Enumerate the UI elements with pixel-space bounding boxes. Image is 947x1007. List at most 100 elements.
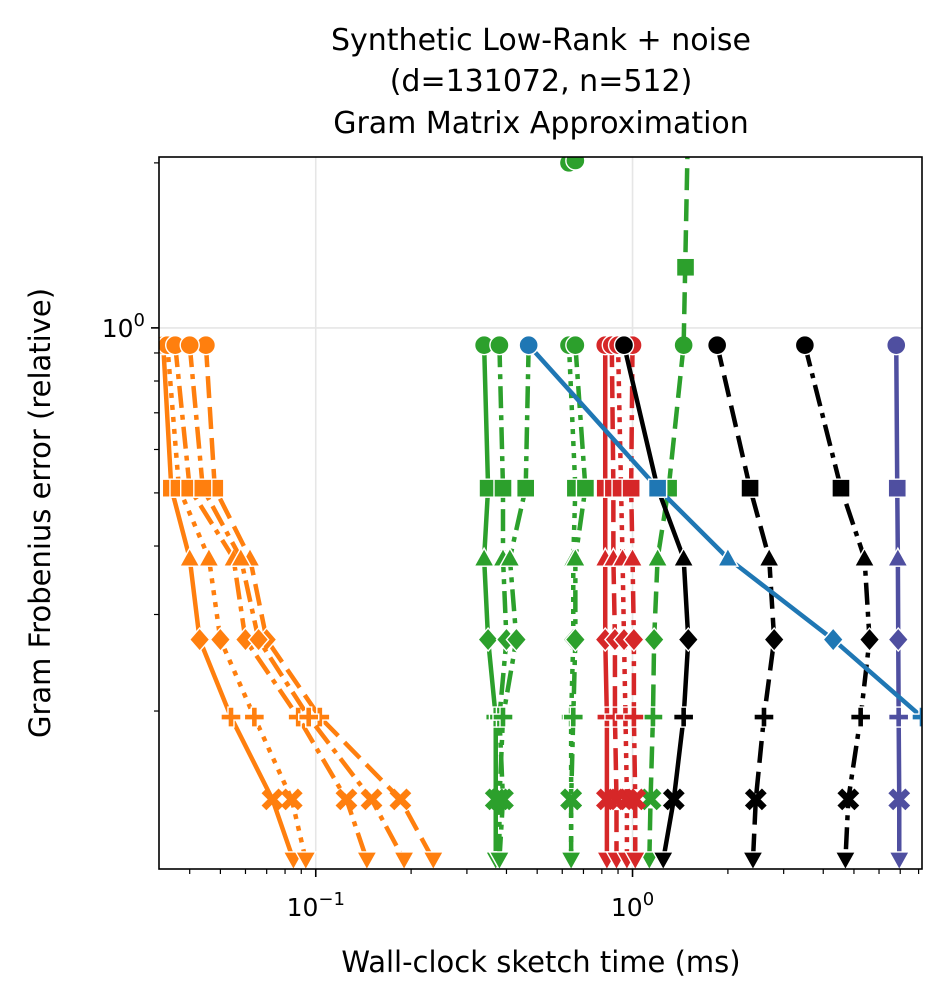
data-point-diamond — [188, 627, 211, 653]
data-point-circle — [794, 334, 816, 356]
data-point-diamond — [887, 627, 910, 653]
x-tick-label: 100 — [611, 889, 654, 922]
series-line — [203, 345, 436, 862]
series-line — [714, 344, 777, 861]
data-point-triangle-down — [741, 851, 765, 869]
data-point-square — [887, 478, 907, 498]
series-4 — [195, 334, 445, 869]
series-18 — [794, 334, 881, 869]
data-point-square — [621, 478, 641, 498]
series-20 — [518, 334, 922, 728]
data-point-triangle-down — [559, 851, 583, 869]
data-point-plus — [492, 706, 514, 728]
data-point-triangle — [229, 546, 253, 567]
plot-frame — [158, 156, 923, 870]
data-point-triangle-down — [488, 851, 511, 869]
data-point-x — [360, 788, 383, 811]
data-point-circle — [613, 334, 635, 356]
data-point-triangle — [672, 546, 695, 567]
data-point-x — [560, 788, 583, 811]
series-line — [802, 344, 872, 861]
data-point-circle — [179, 334, 200, 356]
data-point-plus — [911, 706, 922, 728]
data-point-x — [837, 788, 860, 811]
chart-title-line-3: Gram Matrix Approximation — [333, 106, 749, 141]
data-point-diamond — [505, 627, 528, 653]
data-point-x — [488, 788, 511, 811]
data-point-circle — [706, 334, 728, 356]
data-point-triangle-down — [638, 851, 661, 869]
plot-series — [159, 157, 922, 869]
series-line — [615, 345, 630, 860]
data-point-triangle-down — [294, 851, 317, 869]
series-line — [481, 345, 498, 860]
extra-point — [565, 157, 586, 171]
data-point-diamond — [677, 627, 700, 653]
data-point-square — [193, 478, 213, 498]
data-point-diamond — [643, 627, 666, 653]
data-point-diamond — [822, 627, 845, 653]
series-line — [165, 344, 308, 861]
data-point-triangle-down — [624, 851, 647, 869]
series-line — [172, 344, 370, 861]
data-point-triangle — [621, 546, 644, 567]
data-point-plus — [753, 706, 775, 728]
series-line — [647, 344, 686, 860]
data-point-diamond — [564, 627, 587, 653]
data-point-triangle-down — [888, 851, 911, 869]
data-point-x — [335, 788, 358, 811]
data-point-circle — [565, 157, 586, 171]
data-point-triangle-down — [652, 851, 675, 869]
data-point-square — [647, 478, 668, 498]
data-point-diamond — [622, 627, 645, 653]
series-17 — [706, 334, 786, 869]
data-point-triangle — [197, 546, 221, 567]
data-point-x — [261, 788, 284, 811]
data-point-circle — [886, 334, 907, 356]
data-point-triangle — [646, 546, 669, 567]
series-10 — [559, 334, 596, 869]
data-point-x — [624, 788, 647, 811]
data-point-plus — [297, 706, 320, 728]
data-point-x — [389, 788, 412, 811]
data-point-triangle — [178, 546, 201, 567]
data-point-plus — [672, 706, 695, 728]
chart-title-line-2: (d=131072, n=512) — [390, 64, 693, 99]
data-point-triangle — [716, 546, 740, 567]
data-point-triangle — [498, 546, 522, 567]
data-point-x — [280, 788, 303, 811]
data-point-square — [740, 478, 760, 498]
data-point-triangle-down — [392, 851, 416, 869]
data-point-diamond — [247, 627, 270, 653]
data-point-triangle-down — [422, 851, 445, 869]
data-point-x — [662, 788, 685, 811]
series-line-extension — [681, 157, 690, 346]
chart-title-line-1: Synthetic Low-Rank + noise — [331, 23, 751, 58]
data-point-plus — [642, 706, 664, 728]
series-5 — [179, 334, 416, 869]
data-point-circle — [565, 334, 586, 356]
data-point-square — [575, 478, 596, 498]
data-point-diamond — [858, 627, 881, 653]
series-19 — [886, 334, 911, 869]
series-line — [893, 345, 902, 860]
data-point-triangle — [757, 546, 781, 567]
series-1 — [159, 334, 305, 869]
y-axis-label: Gram Frobenius error (relative) — [23, 288, 57, 738]
x-tick-label: 10−1 — [287, 889, 345, 922]
data-point-plus — [887, 706, 910, 728]
data-point-triangle — [472, 546, 496, 567]
data-point-plus — [562, 706, 584, 728]
data-point-diamond — [763, 627, 786, 653]
data-point-triangle-down — [834, 851, 857, 869]
data-point-plus — [623, 706, 645, 728]
data-point-triangle-down — [355, 851, 379, 869]
series-line — [568, 345, 588, 860]
series-line — [526, 343, 922, 719]
axes: 10−1 100 100 — [102, 156, 923, 922]
x-axis-label: Wall-clock sketch time (ms) — [341, 945, 740, 979]
data-point-triangle — [564, 546, 587, 567]
series-line — [602, 345, 610, 860]
data-point-circle — [518, 334, 539, 356]
